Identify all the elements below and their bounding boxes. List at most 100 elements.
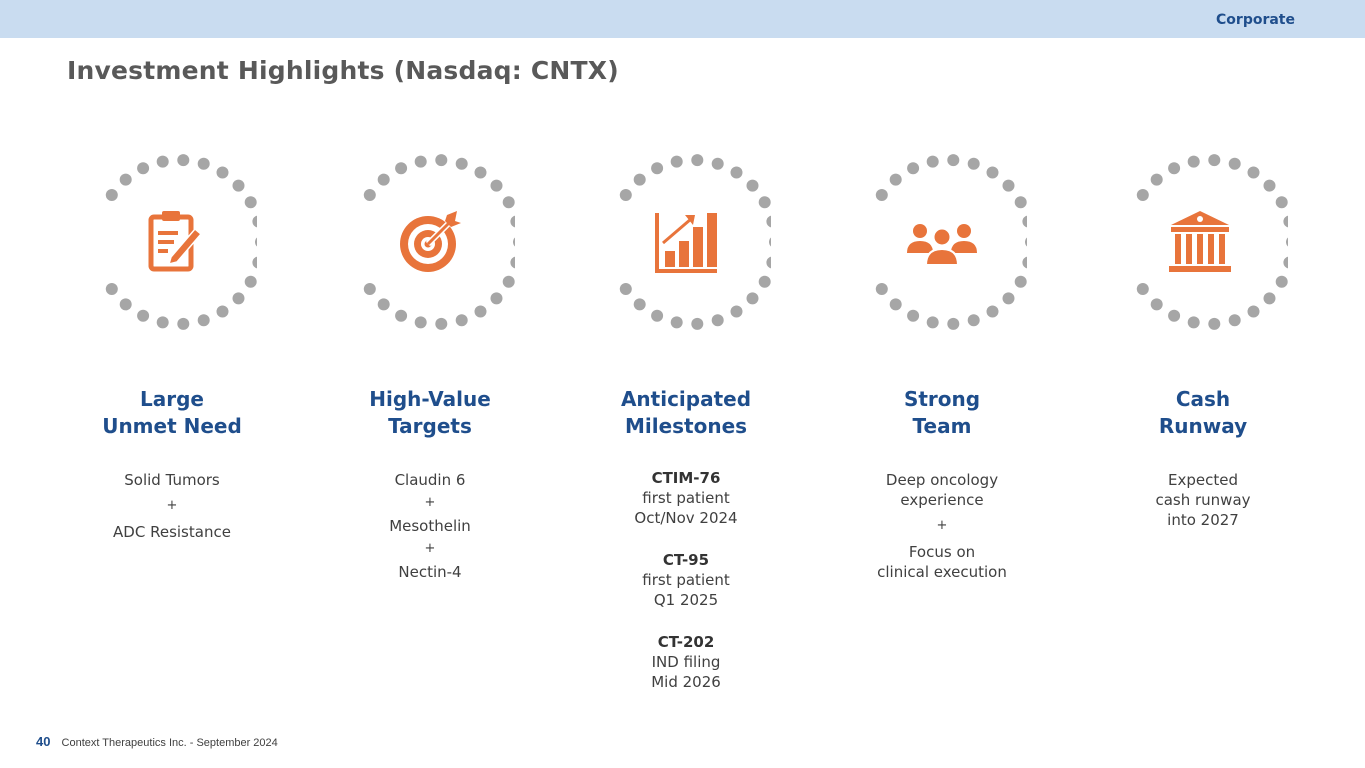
- ring-dot: [691, 154, 704, 167]
- ring-dot: [137, 162, 150, 175]
- page-title: Investment Highlights (Nasdaq: CNTX): [67, 56, 619, 85]
- ring-dot: [377, 298, 390, 311]
- ring-dot: [363, 189, 376, 201]
- ring-dot: [1286, 237, 1288, 247]
- ring-dot: [502, 196, 515, 209]
- ring-dot: [510, 256, 515, 269]
- ring-dot: [986, 166, 999, 179]
- ring-dot: [377, 173, 390, 186]
- ring-dot: [490, 292, 503, 305]
- ring-dot: [232, 292, 245, 305]
- ring-dot: [691, 317, 704, 330]
- ring-dot: [875, 189, 888, 201]
- highlight-column-team: Strong Team Deep oncology experience + F…: [832, 150, 1052, 720]
- ring-dot: [435, 317, 448, 330]
- ring-dot: [414, 155, 427, 168]
- column-body: Expected cash runway into 2027: [1155, 471, 1251, 529]
- ring-dot: [1247, 166, 1260, 179]
- ring-dot: [633, 298, 646, 311]
- ring-dot: [244, 196, 257, 209]
- ring-dot: [252, 256, 257, 269]
- ring-dot: [907, 309, 920, 322]
- ring-dot: [455, 157, 468, 170]
- ring-dot: [651, 309, 664, 322]
- ring-dot: [1283, 256, 1288, 269]
- ring-dot: [1168, 309, 1181, 322]
- ring-dot: [1275, 275, 1288, 288]
- column-heading: Large Unmet Need: [102, 387, 242, 438]
- ring-dot: [766, 256, 771, 269]
- ring-dot: [1263, 179, 1276, 192]
- ring-dot: [1228, 157, 1241, 170]
- column-heading: Cash Runway: [1158, 387, 1248, 438]
- ring-dot: [1150, 298, 1163, 311]
- ring-dot: [907, 162, 920, 175]
- ring-dot: [1022, 256, 1027, 269]
- ring-dot: [1168, 162, 1181, 175]
- ring-dot: [926, 316, 939, 329]
- ring-dot: [670, 316, 683, 329]
- footer-text: Context Therapeutics Inc. - September 20…: [61, 737, 278, 749]
- footer: 40 Context Therapeutics Inc. - September…: [36, 734, 278, 749]
- column-body: Deep oncology experience + Focus on clin…: [877, 471, 1007, 581]
- ring-dot: [889, 173, 902, 186]
- ring-dot: [746, 292, 759, 305]
- milestone-item: CT-95 first patient Q1 2025: [642, 551, 730, 609]
- ring-dot: [197, 314, 210, 327]
- ring-dot: [216, 166, 229, 179]
- ring-dot: [1208, 154, 1221, 167]
- ring-dot: [758, 196, 771, 209]
- ring-dot: [156, 155, 169, 168]
- column-heading: Strong Team: [903, 387, 981, 438]
- milestone-list: CTIM-76 first patient Oct/Nov 2024 CT-95…: [576, 468, 796, 692]
- ring-dot: [619, 189, 632, 201]
- ring-dot: [105, 189, 118, 201]
- highlight-column-milestones: Anticipated Milestones CTIM-76 first pat…: [576, 150, 796, 720]
- clipboard-edit-icon: [148, 211, 203, 272]
- ring-dot: [119, 298, 132, 311]
- ring-dot: [926, 155, 939, 168]
- ring-dot: [766, 215, 771, 228]
- ring-dot: [455, 314, 468, 327]
- ring-dot: [1022, 215, 1027, 228]
- ring-dot: [711, 157, 724, 170]
- ring-dot: [875, 283, 888, 295]
- ring-dot: [363, 283, 376, 295]
- ring-dot: [1014, 196, 1027, 209]
- ring-dot: [490, 179, 503, 192]
- ring-dot: [177, 154, 190, 167]
- ring-dot: [730, 305, 743, 318]
- ring-dot: [105, 283, 118, 295]
- ring-dot: [651, 162, 664, 175]
- ring-dot: [1136, 189, 1149, 201]
- ring-dot: [1283, 215, 1288, 228]
- ring-dot: [670, 155, 683, 168]
- ring-dot: [232, 179, 245, 192]
- ring-dot: [967, 157, 980, 170]
- column-heading: Anticipated Milestones: [620, 387, 752, 438]
- ring-dot: [947, 317, 960, 330]
- ring-dot: [255, 237, 257, 247]
- dotted-ring: [857, 150, 1027, 334]
- ring-dot: [216, 305, 229, 318]
- ring-dot: [758, 275, 771, 288]
- ring-dot: [730, 166, 743, 179]
- ring-dot: [197, 157, 210, 170]
- ring-dot: [252, 215, 257, 228]
- dotted-ring: [1118, 150, 1288, 334]
- ring-dot: [986, 305, 999, 318]
- dotted-ring: [87, 150, 257, 334]
- ring-dot: [395, 162, 408, 175]
- ring-dot: [513, 237, 515, 247]
- ring-dot: [474, 305, 487, 318]
- ring-dot: [1150, 173, 1163, 186]
- ring-dot: [1228, 314, 1241, 327]
- ring-dot: [177, 317, 190, 330]
- ring-dot: [1187, 155, 1200, 168]
- ring-dot: [1025, 237, 1027, 247]
- column-body: Solid Tumors + ADC Resistance: [113, 471, 231, 541]
- section-label: Corporate: [1216, 12, 1295, 28]
- ring-dot: [395, 309, 408, 322]
- ring-dot: [1247, 305, 1260, 318]
- ring-dot: [119, 173, 132, 186]
